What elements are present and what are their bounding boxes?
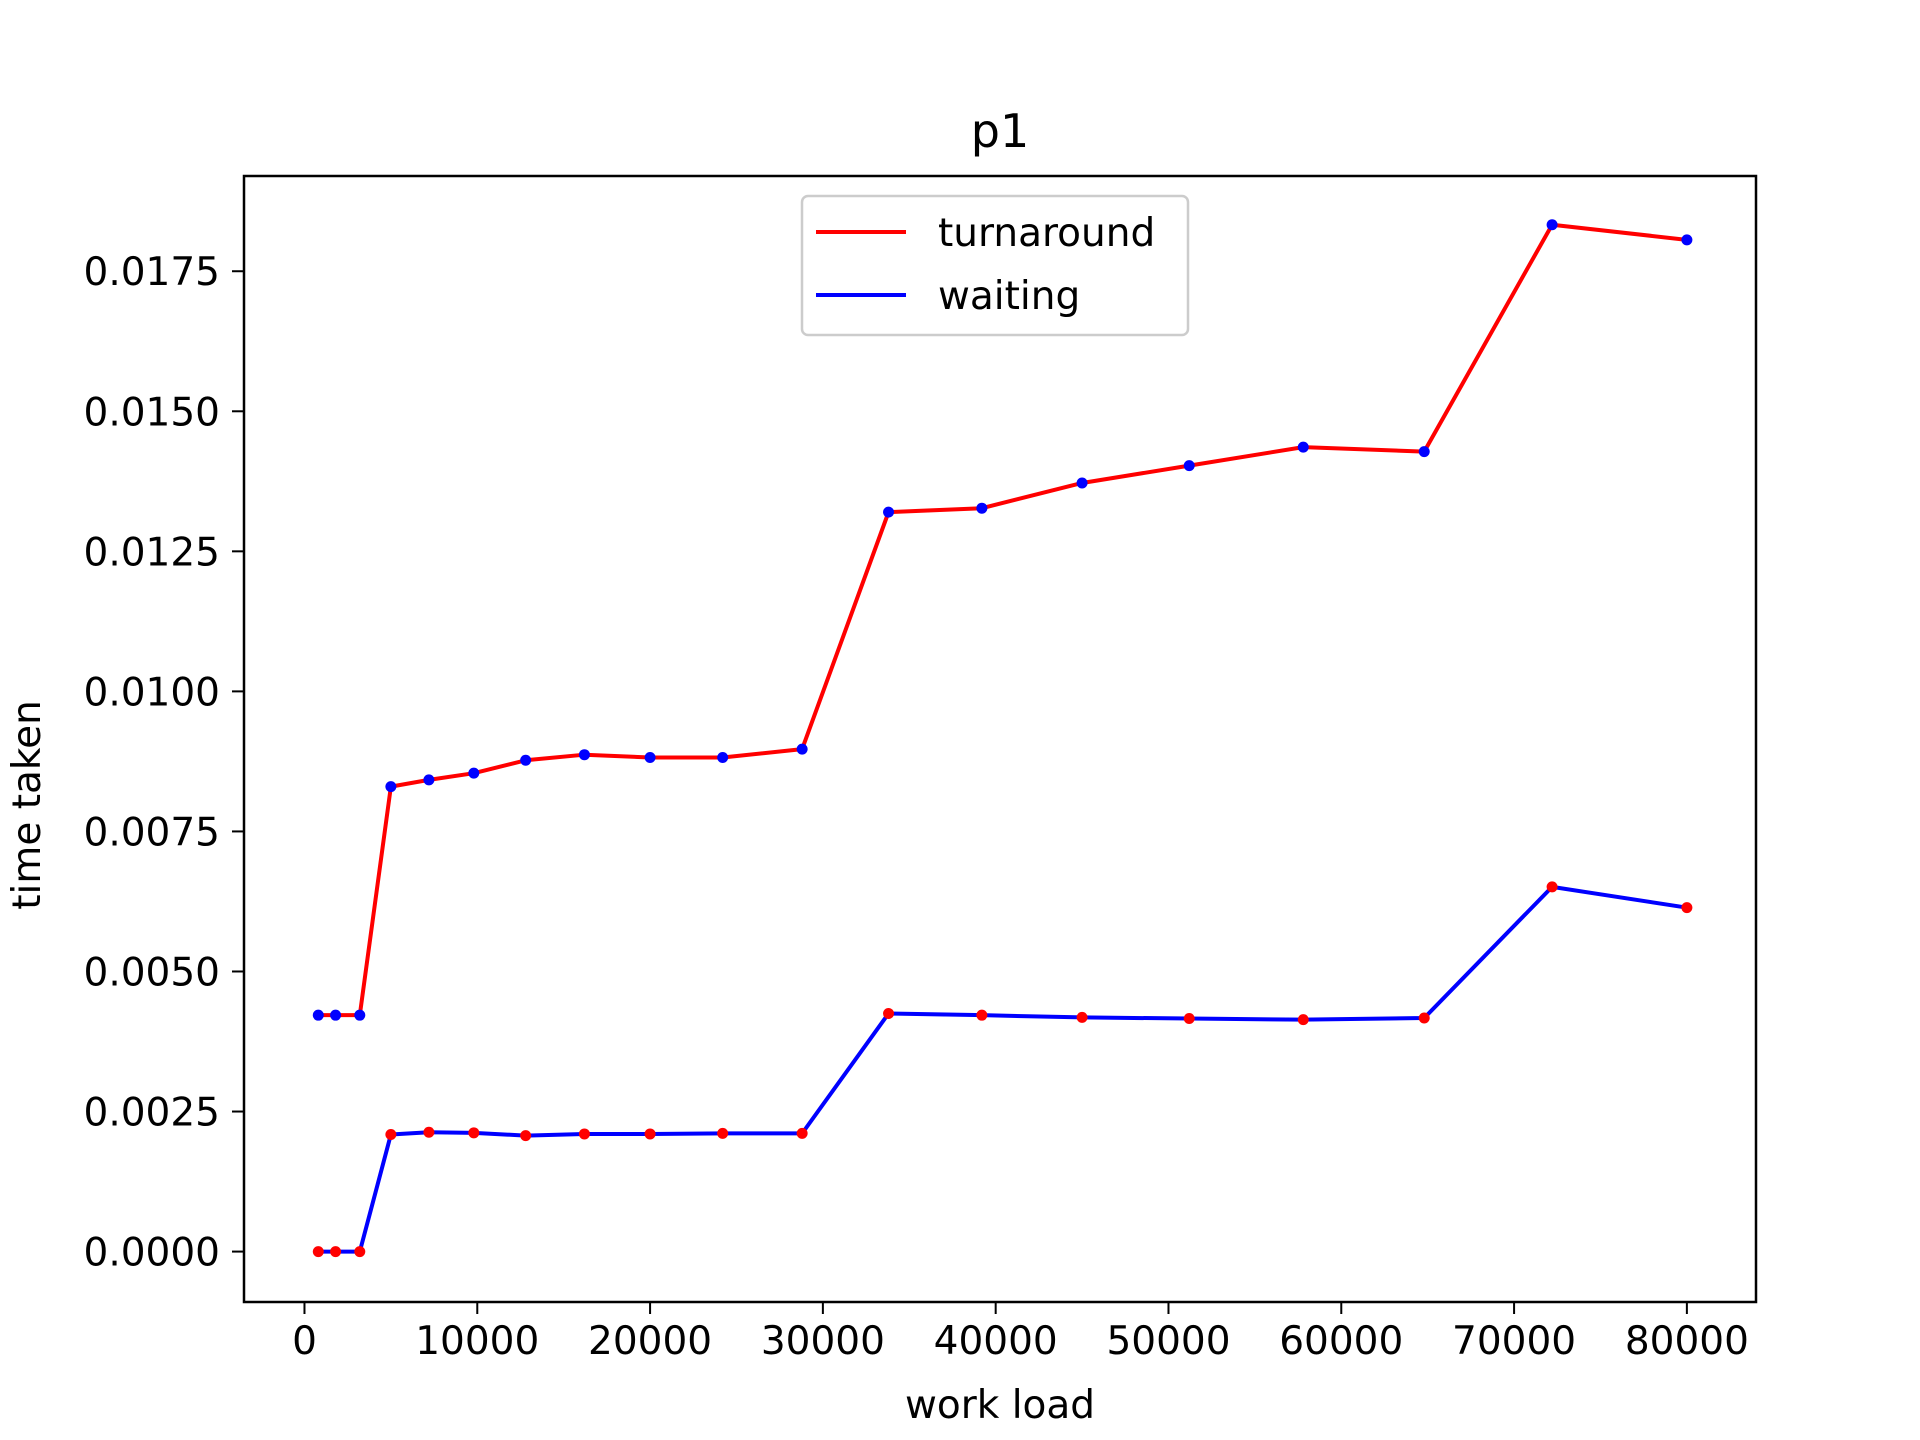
x-tick-label: 70000 [1452, 1319, 1576, 1364]
data-point-waiting [976, 1009, 988, 1021]
data-point-waiting [354, 1246, 366, 1258]
data-point-turnaround [644, 751, 656, 763]
x-tick-label: 10000 [415, 1319, 539, 1364]
x-tick-label: 20000 [588, 1319, 712, 1364]
x-tick-label: 40000 [934, 1319, 1058, 1364]
data-point-turnaround [1546, 219, 1558, 231]
x-tick-label: 80000 [1625, 1319, 1749, 1364]
data-point-turnaround [717, 751, 729, 763]
legend-label-waiting: waiting [938, 274, 1080, 319]
data-point-waiting [520, 1130, 532, 1142]
y-tick-label: 0.0125 [84, 530, 220, 575]
y-tick-label: 0.0000 [84, 1231, 220, 1276]
x-tick-label: 0 [292, 1319, 317, 1364]
chart-title: p1 [971, 104, 1029, 158]
data-point-turnaround [796, 743, 808, 755]
data-point-waiting [330, 1246, 342, 1258]
data-point-waiting [883, 1008, 895, 1019]
y-tick-label: 0.0025 [84, 1091, 220, 1136]
data-point-waiting [1546, 881, 1558, 893]
data-point-waiting [312, 1246, 324, 1258]
data-point-waiting [1297, 1014, 1309, 1026]
legend-label-turnaround: turnaround [938, 211, 1155, 256]
x-tick-label: 50000 [1106, 1319, 1230, 1364]
data-point-waiting [423, 1126, 435, 1138]
data-point-waiting [644, 1128, 656, 1140]
data-point-waiting [717, 1127, 729, 1139]
plot-area [312, 219, 1693, 1258]
data-point-turnaround [1418, 446, 1430, 458]
data-point-turnaround [423, 774, 435, 786]
data-point-waiting [578, 1128, 590, 1140]
x-tick-label: 30000 [761, 1319, 885, 1364]
data-point-turnaround [883, 506, 895, 518]
data-point-turnaround [1681, 234, 1693, 246]
data-point-waiting [1681, 902, 1693, 914]
y-axis-label: time taken [5, 700, 50, 910]
y-tick-label: 0.0175 [84, 250, 220, 295]
data-point-waiting [1183, 1013, 1195, 1025]
data-point-waiting [1418, 1012, 1430, 1024]
data-point-turnaround [1297, 441, 1309, 453]
data-point-waiting [796, 1127, 808, 1139]
data-point-turnaround [468, 767, 480, 779]
data-point-turnaround [1076, 477, 1088, 489]
data-point-turnaround [312, 1009, 324, 1021]
data-point-waiting [385, 1129, 397, 1140]
x-axis-label: work load [905, 1383, 1095, 1428]
data-point-turnaround [578, 749, 590, 761]
y-tick-label: 0.0075 [84, 810, 220, 855]
data-point-turnaround [1183, 460, 1195, 472]
data-point-waiting [468, 1127, 480, 1139]
axes: 0 10000 20000 30000 40000 50000 60000 70000 8000… [84, 174, 1758, 1364]
y-tick-label: 0.0100 [84, 670, 220, 715]
data-point-turnaround [976, 502, 988, 514]
data-point-turnaround [330, 1009, 342, 1021]
x-tick-label: 60000 [1279, 1319, 1403, 1364]
axes-frame [242, 174, 1758, 1304]
data-point-turnaround [520, 754, 532, 766]
data-point-waiting [1076, 1011, 1088, 1023]
y-tick-label: 0.0150 [84, 390, 220, 435]
legend: turnaround waiting [800, 194, 1190, 337]
data-point-turnaround [385, 781, 397, 793]
data-point-turnaround [354, 1009, 366, 1021]
y-tick-label: 0.0050 [84, 950, 220, 995]
